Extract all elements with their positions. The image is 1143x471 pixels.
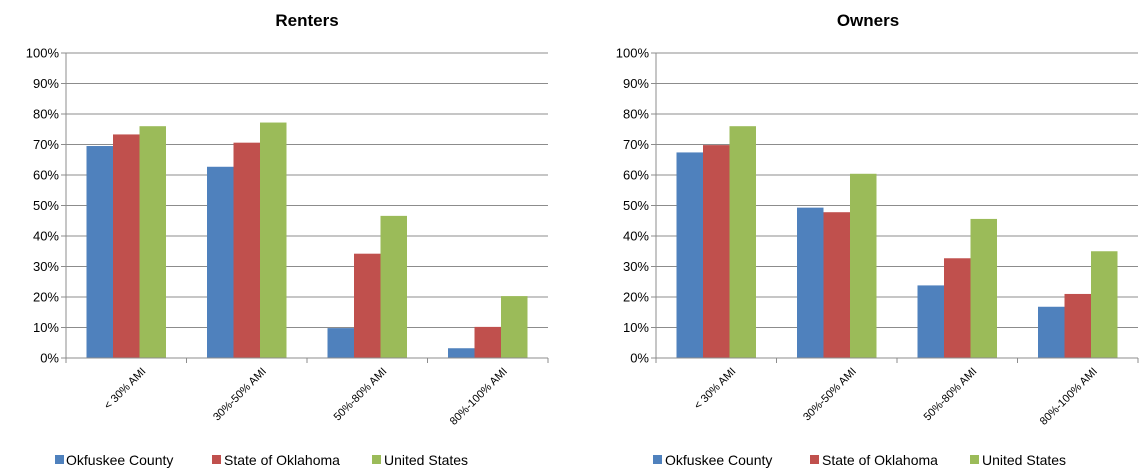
bar bbox=[207, 166, 234, 358]
y-tick-label: 50% bbox=[623, 198, 649, 213]
x-tick-label: 50%-80% AMI bbox=[332, 366, 390, 424]
legend-label: State of Oklahoma bbox=[224, 452, 340, 468]
x-tick-label: 50%-80% AMI bbox=[922, 366, 980, 424]
bar bbox=[703, 145, 730, 358]
y-tick-label: 70% bbox=[33, 137, 59, 152]
legend-label: Okfuskee County bbox=[66, 452, 173, 468]
y-tick-label: 40% bbox=[623, 229, 649, 244]
y-tick-label: 50% bbox=[33, 198, 59, 213]
bar bbox=[729, 126, 756, 358]
y-tick-label: 80% bbox=[33, 107, 59, 122]
y-tick-label: 100% bbox=[26, 46, 60, 61]
renters-chart: Renters 0% 10% 20% 30% 40% 50% 60% 70% 80% 90% 100%… bbox=[26, 11, 549, 468]
legend-label: United States bbox=[982, 452, 1066, 468]
bar bbox=[448, 348, 475, 358]
bar bbox=[797, 207, 824, 358]
chart-svg: Renters 0% 10% 20% 30% 40% 50% 60% 70% 80% 90% 100%… bbox=[26, 11, 549, 468]
bar bbox=[970, 218, 997, 358]
owners-chart: Owners 0% 10% 20% 30% 40% 50% 60% 70% 80% 90% 100% <… bbox=[590, 0, 1143, 471]
chart-title: Renters bbox=[275, 11, 338, 30]
y-tick-label: 70% bbox=[623, 137, 649, 152]
y-tick-label: 0% bbox=[630, 351, 649, 366]
legend-swatch bbox=[970, 455, 979, 464]
y-tick-label: 80% bbox=[623, 107, 649, 122]
y-tick-label: 60% bbox=[33, 168, 59, 183]
x-tick-label: 30%-50% AMI bbox=[211, 366, 269, 424]
y-tick-label: 90% bbox=[623, 76, 649, 91]
bar bbox=[1091, 251, 1118, 358]
chart-svg: Owners 0% 10% 20% 30% 40% 50% 60% 70% 80% 90% 100% <… bbox=[616, 11, 1139, 468]
x-tick-label: 80%-100% AMI bbox=[1038, 366, 1100, 428]
legend-swatch bbox=[653, 455, 662, 464]
y-tick-label: 100% bbox=[616, 46, 650, 61]
x-tick-label: < 30% AMI bbox=[692, 366, 738, 412]
bar bbox=[501, 296, 528, 358]
legend-label: State of Oklahoma bbox=[822, 452, 938, 468]
bar bbox=[260, 122, 287, 358]
bar bbox=[823, 212, 850, 358]
legend-swatch bbox=[212, 455, 221, 464]
bar bbox=[113, 134, 140, 358]
bar bbox=[676, 152, 703, 358]
chart-title: Owners bbox=[837, 11, 899, 30]
bar bbox=[1064, 293, 1091, 358]
legend-swatch bbox=[55, 455, 64, 464]
bar bbox=[380, 215, 407, 358]
y-tick-label: 0% bbox=[40, 351, 59, 366]
x-tick-label: < 30% AMI bbox=[102, 366, 148, 412]
y-tick-label: 20% bbox=[623, 290, 649, 305]
legend-label: Okfuskee County bbox=[665, 452, 772, 468]
legend-swatch bbox=[810, 455, 819, 464]
bar bbox=[354, 253, 381, 358]
y-tick-label: 30% bbox=[623, 259, 649, 274]
y-tick-label: 30% bbox=[33, 259, 59, 274]
bar bbox=[917, 285, 944, 358]
bar bbox=[1038, 306, 1065, 358]
bar bbox=[474, 326, 501, 358]
y-tick-label: 40% bbox=[33, 229, 59, 244]
y-tick-label: 10% bbox=[623, 320, 649, 335]
y-tick-label: 90% bbox=[33, 76, 59, 91]
legend-label: United States bbox=[384, 452, 468, 468]
x-tick-label: 80%-100% AMI bbox=[448, 366, 510, 428]
y-tick-label: 60% bbox=[623, 168, 649, 183]
legend-swatch bbox=[372, 455, 381, 464]
y-tick-label: 10% bbox=[33, 320, 59, 335]
bar bbox=[86, 146, 113, 358]
bar bbox=[850, 173, 877, 358]
bar bbox=[139, 126, 166, 358]
bar bbox=[233, 142, 260, 358]
x-tick-label: 30%-50% AMI bbox=[801, 366, 859, 424]
bar bbox=[944, 258, 971, 358]
y-tick-label: 20% bbox=[33, 290, 59, 305]
bar bbox=[327, 328, 354, 358]
